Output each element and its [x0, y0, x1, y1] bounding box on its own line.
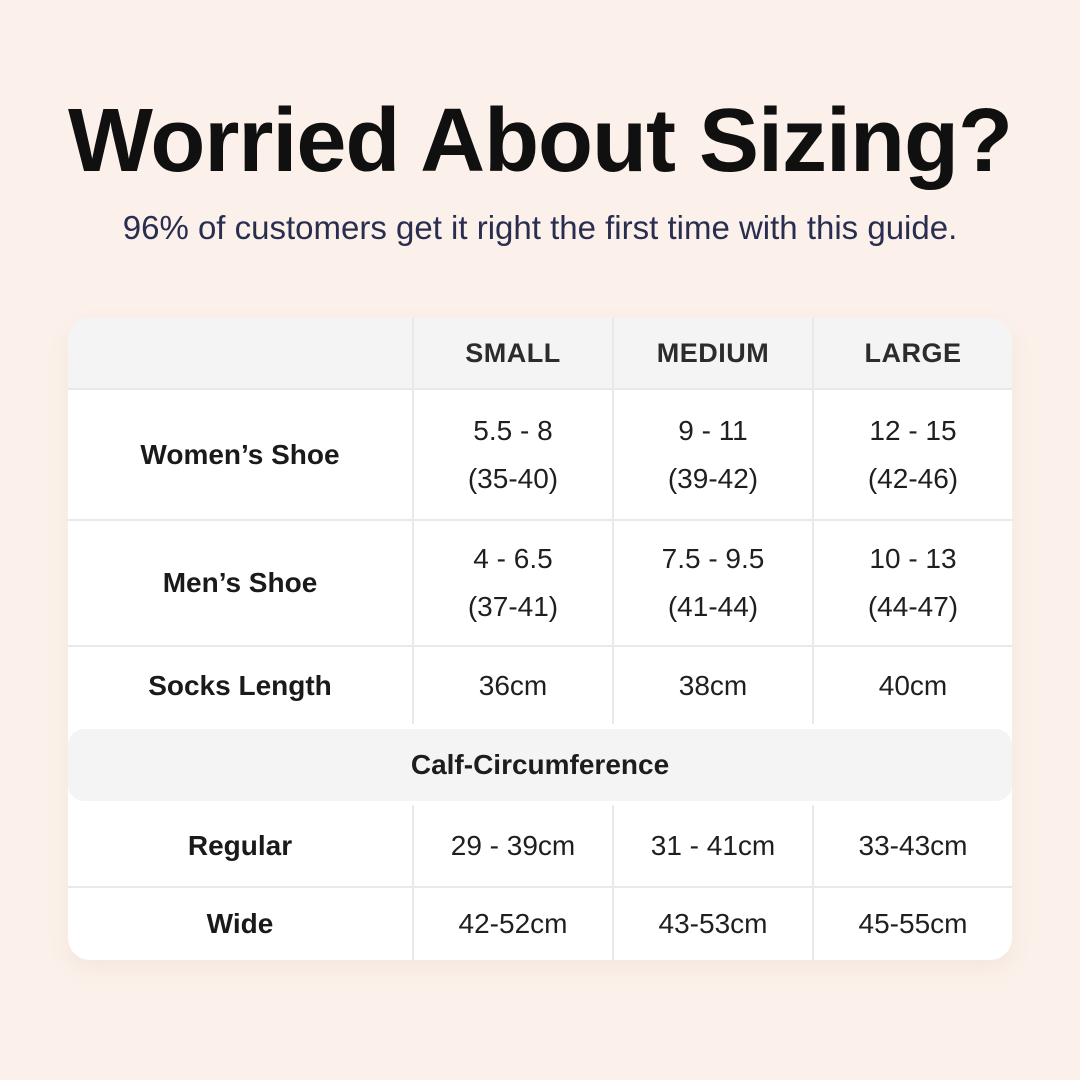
table-row-calf-wide: Wide 42-52cm 43-53cm 45-55cm	[68, 888, 1012, 960]
cell-womens-small: 5.5 - 8 (35-40)	[412, 390, 612, 519]
cell-wide-medium: 43-53cm	[612, 888, 812, 960]
cell-mens-medium: 7.5 - 9.5 (41-44)	[612, 521, 812, 645]
header-cell-large: LARGE	[812, 318, 1012, 388]
cell-socks-small: 36cm	[412, 647, 612, 724]
table-header-row: SMALL MEDIUM LARGE	[68, 318, 1012, 390]
table-row-womens-shoe: Women’s Shoe 5.5 - 8 (35-40) 9 - 11 (39-…	[68, 390, 1012, 521]
cell-regular-small: 29 - 39cm	[412, 805, 612, 886]
table-row-socks-length: Socks Length 36cm 38cm 40cm	[68, 647, 1012, 724]
cell-mens-small: 4 - 6.5 (37-41)	[412, 521, 612, 645]
mens-small-us-size: 4 - 6.5	[473, 543, 553, 574]
womens-medium-us-size: 9 - 11	[678, 414, 748, 446]
page-subtitle: 96% of customers get it right the first …	[122, 209, 958, 246]
cell-regular-medium: 31 - 41cm	[612, 805, 812, 886]
mens-medium-us-size: 7.5 - 9.5	[661, 543, 765, 574]
header-cell-medium: MEDIUM	[612, 318, 812, 388]
cell-regular-large: 33-43cm	[812, 805, 1012, 886]
mens-small-eu-size: (37-41)	[467, 591, 559, 622]
table-row-mens-shoe: Men’s Shoe 4 - 6.5 (37-41) 7.5 - 9.5 (41…	[68, 521, 1012, 647]
womens-large-us-size: 12 - 15	[869, 414, 957, 446]
womens-small-eu-size: (35-40)	[467, 462, 559, 494]
row-label-regular: Regular	[187, 829, 293, 861]
mens-medium-eu-size: (41-44)	[667, 591, 759, 622]
cell-mens-large: 10 - 13 (44-47)	[812, 521, 1012, 645]
table-row-calf-regular: Regular 29 - 39cm 31 - 41cm 33-43cm	[68, 805, 1012, 888]
header-cell-small: SMALL	[412, 318, 612, 388]
mens-large-eu-size: (44-47)	[867, 591, 959, 622]
calf-section-band-wrapper: Calf-Circumference	[68, 724, 1012, 805]
header-cell-empty	[68, 318, 412, 388]
row-label-wide: Wide	[206, 908, 274, 939]
row-label-socks-length: Socks Length	[148, 669, 332, 701]
mens-large-us-size: 10 - 13	[869, 543, 957, 574]
page-title: Worried About Sizing?	[68, 91, 1013, 191]
womens-medium-eu-size: (39-42)	[667, 462, 759, 494]
row-label-womens-shoe: Women’s Shoe	[140, 438, 340, 470]
cell-socks-large: 40cm	[812, 647, 1012, 724]
calf-section-title: Calf-Circumference	[68, 729, 1012, 801]
womens-small-us-size: 5.5 - 8	[473, 414, 553, 446]
cell-womens-medium: 9 - 11 (39-42)	[612, 390, 812, 519]
womens-large-eu-size: (42-46)	[867, 462, 959, 494]
sizing-table-card: SMALL MEDIUM LARGE Women’s Shoe 5.5 - 8 …	[68, 318, 1012, 960]
cell-socks-medium: 38cm	[612, 647, 812, 724]
cell-womens-large: 12 - 15 (42-46)	[812, 390, 1012, 519]
cell-wide-small: 42-52cm	[412, 888, 612, 960]
cell-wide-large: 45-55cm	[812, 888, 1012, 960]
row-label-mens-shoe: Men’s Shoe	[162, 567, 318, 598]
